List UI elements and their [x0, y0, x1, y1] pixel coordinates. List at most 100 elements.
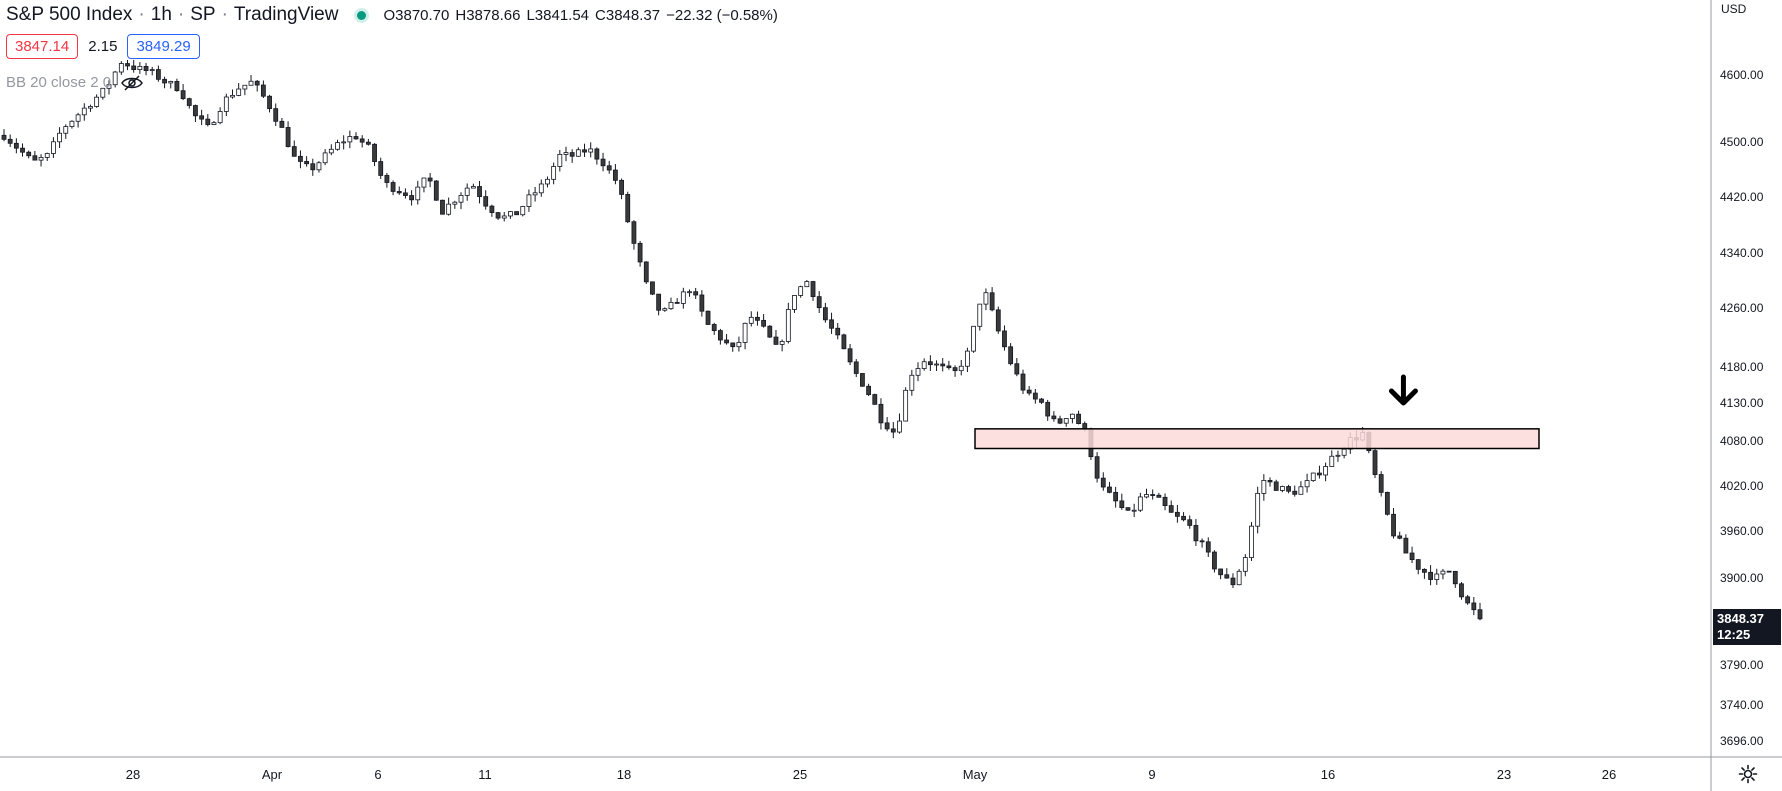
separator: ·: [177, 4, 185, 25]
candle-body: [1434, 573, 1440, 580]
candle-body: [273, 108, 279, 122]
candle-body: [538, 183, 544, 194]
candle-body: [143, 65, 149, 71]
candle-body: [952, 367, 958, 372]
candle-body: [1397, 535, 1403, 539]
candle-body: [483, 196, 489, 207]
candle-body: [501, 215, 507, 219]
candle-body: [526, 194, 532, 207]
candle-body: [995, 309, 1001, 332]
candle-body: [958, 365, 964, 372]
price-axis: 4600.00 4500.00 4420.00 4340.00 4260.00 4180.…: [1720, 68, 1764, 748]
candle-body: [687, 291, 692, 294]
candle-body: [909, 374, 915, 391]
candle-body: [872, 394, 878, 405]
candle-body: [69, 120, 75, 127]
eye-hidden-icon[interactable]: [121, 74, 143, 91]
candle-body: [662, 308, 668, 311]
candle-body: [298, 155, 303, 162]
candle-body: [1063, 418, 1069, 424]
bar-countdown: 12:25: [1717, 627, 1751, 642]
indicator-label[interactable]: BB 20 close 2 0: [6, 74, 112, 91]
candle-body: [359, 138, 365, 143]
candle-body: [174, 81, 180, 92]
exchange: SP: [190, 4, 216, 25]
candle-body: [390, 182, 396, 192]
x-tick-label: 11: [478, 767, 492, 782]
y-tick-label: 3740.00: [1720, 698, 1764, 712]
candle-body: [965, 350, 970, 367]
candle-body: [1323, 466, 1329, 476]
y-tick-label: 4080.00: [1720, 434, 1764, 448]
candle-body: [835, 327, 841, 336]
indicator-legend: BB 20 close 2 0: [6, 74, 143, 91]
y-tick-label: 3960.00: [1720, 524, 1764, 538]
candle-body: [1156, 494, 1162, 498]
candle-body: [378, 161, 384, 176]
y-tick-label: 4600.00: [1720, 68, 1764, 82]
candle-body: [625, 194, 631, 223]
candle-body: [829, 319, 834, 329]
candle-body: [1384, 491, 1390, 515]
candle-body: [94, 96, 100, 107]
interval[interactable]: 1h: [150, 4, 172, 25]
candle-body: [106, 84, 112, 89]
candle-body: [267, 95, 272, 110]
candle-body: [51, 141, 56, 154]
candle-body: [1317, 472, 1322, 476]
candle-body: [1465, 596, 1471, 604]
candle-body: [1224, 574, 1230, 579]
candle-body: [1057, 418, 1063, 424]
candle-body: [594, 148, 600, 160]
candle-body: [1187, 519, 1193, 526]
candle-body: [372, 143, 377, 162]
gear-icon[interactable]: [1738, 764, 1758, 784]
currency-label[interactable]: USD: [1721, 2, 1747, 16]
candle-body: [582, 149, 587, 153]
x-tick-label: 6: [374, 767, 381, 782]
candle-body: [1477, 609, 1483, 620]
symbol-name[interactable]: S&P 500 Index: [6, 4, 133, 25]
candle-body: [903, 389, 909, 422]
candle-body: [155, 69, 161, 80]
candle-body: [551, 166, 557, 180]
candle-body: [767, 325, 773, 338]
candle-body: [748, 316, 754, 324]
candle-body: [186, 98, 192, 106]
candle-body: [631, 221, 637, 244]
candle-body: [403, 192, 408, 196]
sell-button[interactable]: 3847.14: [6, 34, 79, 59]
candle-body: [1286, 486, 1291, 492]
candle-body: [38, 157, 44, 161]
market-status-icon[interactable]: [354, 7, 370, 23]
candle-body: [847, 348, 853, 363]
candle-body: [1304, 480, 1310, 488]
candle-body: [112, 71, 118, 86]
candle-body: [668, 301, 674, 310]
candle-body: [217, 111, 223, 124]
candle-body: [248, 80, 254, 86]
candle-body: [1415, 559, 1421, 570]
candle-body: [1168, 505, 1174, 513]
chart-header: S&P 500 Index · 1h · SP · TradingView O3…: [6, 4, 778, 26]
candle-body: [1452, 570, 1458, 585]
candle-body: [1341, 448, 1347, 456]
buy-button[interactable]: 3849.29: [127, 34, 200, 59]
candle-body: [1174, 511, 1180, 517]
candle-body: [841, 334, 847, 350]
candle-body: [1440, 570, 1446, 575]
candle-body: [1020, 373, 1026, 391]
candle-body: [810, 281, 816, 298]
x-tick-label: 16: [1321, 767, 1335, 782]
x-tick-label: Apr: [262, 767, 283, 782]
change-value: −22.32 (−0.58%): [666, 6, 778, 24]
candle-body: [1267, 480, 1273, 483]
candle-body: [619, 179, 624, 195]
source-label: TradingView: [233, 4, 339, 25]
candle-body: [921, 361, 927, 369]
candle-body: [421, 177, 427, 188]
candle-body: [1199, 540, 1205, 543]
y-tick-label: 4020.00: [1720, 479, 1764, 493]
x-tick-label: 28: [126, 767, 140, 782]
